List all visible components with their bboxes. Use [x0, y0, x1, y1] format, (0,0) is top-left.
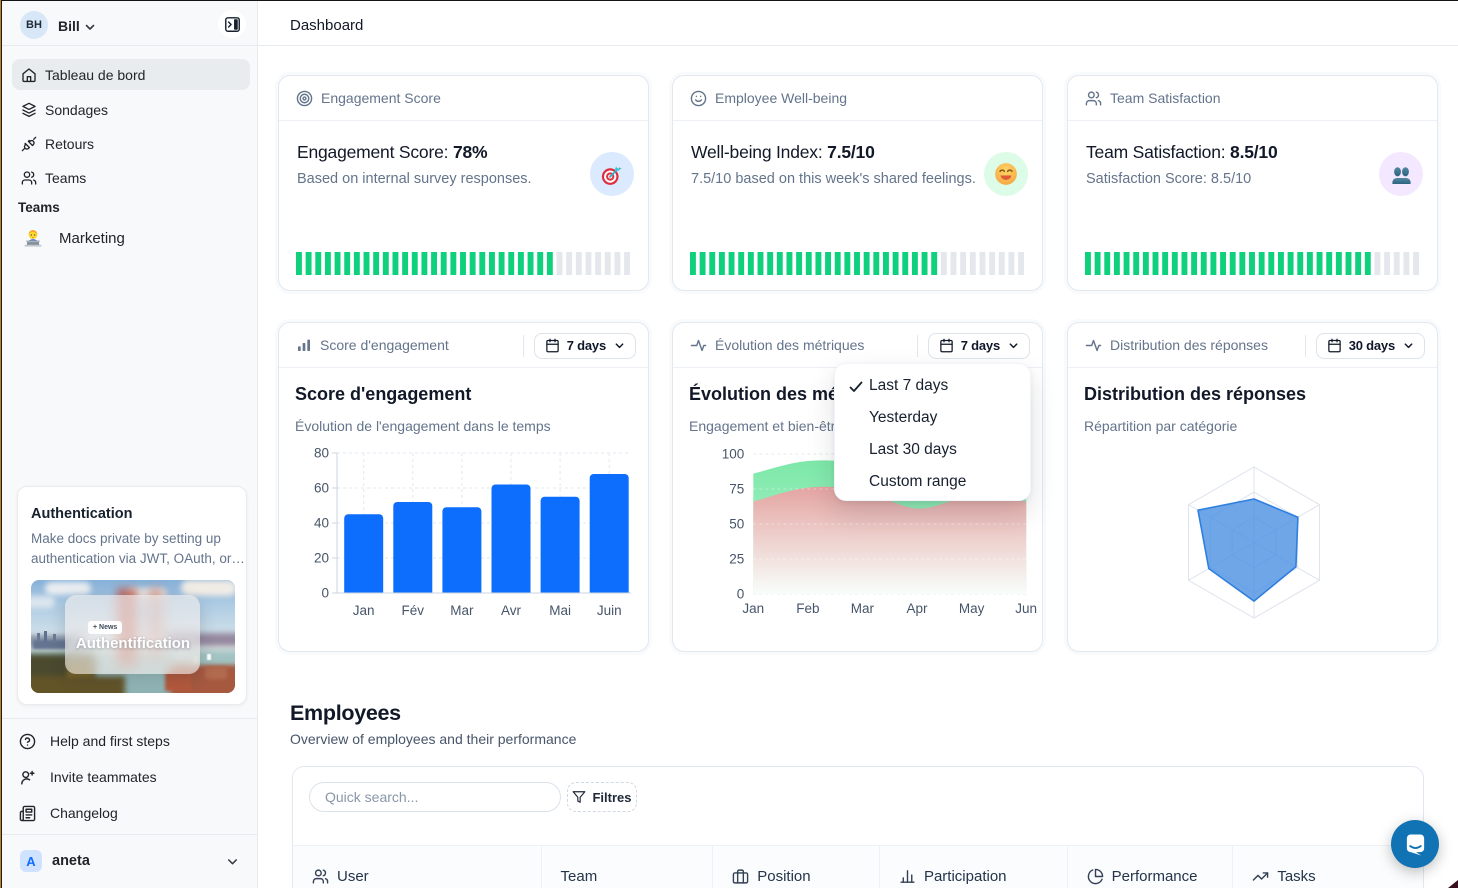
svg-text:Jun: Jun: [1015, 601, 1037, 616]
svg-text:Jan: Jan: [742, 601, 764, 616]
svg-text:Feb: Feb: [796, 601, 819, 616]
svg-text:Jan: Jan: [353, 603, 375, 618]
svg-text:Juin: Juin: [597, 603, 622, 618]
svg-text:80: 80: [314, 446, 329, 461]
svg-text:20: 20: [314, 551, 329, 566]
svg-text:Mar: Mar: [450, 603, 474, 618]
svg-text:Apr: Apr: [906, 601, 928, 616]
svg-text:40: 40: [314, 516, 329, 531]
svg-text:Fév: Fév: [402, 603, 425, 618]
svg-text:50: 50: [729, 517, 744, 532]
svg-text:Mai: Mai: [549, 603, 571, 618]
svg-text:Mar: Mar: [851, 601, 875, 616]
svg-text:75: 75: [729, 482, 744, 497]
svg-text:0: 0: [321, 586, 329, 601]
svg-text:May: May: [959, 601, 985, 616]
svg-text:60: 60: [314, 481, 329, 496]
svg-text:Avr: Avr: [501, 603, 522, 618]
svg-text:25: 25: [729, 552, 744, 567]
svg-text:0: 0: [737, 587, 745, 602]
svg-text:100: 100: [722, 447, 745, 462]
